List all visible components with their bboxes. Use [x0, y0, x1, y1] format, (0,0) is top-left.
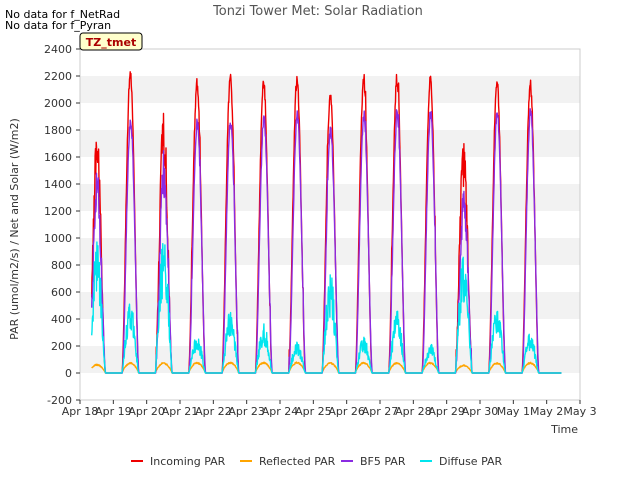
grid-band	[80, 238, 580, 265]
y-tick-label: 2000	[44, 97, 72, 110]
x-axis-label: Time	[550, 423, 578, 436]
grid-bands	[80, 76, 580, 373]
y-tick-label: 1400	[44, 178, 72, 191]
y-tick-label: -200	[47, 394, 72, 407]
x-tick-label: Apr 20	[128, 405, 165, 418]
y-tick-label: 200	[51, 340, 72, 353]
tz-tmet-badge: TZ_tmet	[79, 32, 143, 51]
y-axis-label: PAR (umol/m2/s) / Net and Solar (W/m2)	[8, 118, 21, 340]
x-tick-label: Apr 28	[395, 405, 432, 418]
legend-label: Reflected PAR	[259, 455, 336, 468]
y-tick-label: 0	[65, 367, 72, 380]
x-tick-label: Apr 27	[362, 405, 399, 418]
x-tick-label: May 2	[530, 405, 563, 418]
x-tick-label: Apr 19	[95, 405, 132, 418]
y-tick-label: 600	[51, 286, 72, 299]
x-tick-label: May 1	[497, 405, 530, 418]
x-tick-label: Apr 22	[195, 405, 232, 418]
y-axis: -200 0 200 400 600 800 1000 1200 1400 1600 1800 200…	[44, 43, 80, 407]
x-tick-label: Apr 30	[462, 405, 499, 418]
chart-title: Tonzi Tower Met: Solar Radiation	[212, 4, 423, 19]
x-tick-label: Apr 25	[295, 405, 332, 418]
y-tick-label: 400	[51, 313, 72, 326]
legend-label: BF5 PAR	[360, 455, 406, 468]
series-line-diffuse-par	[91, 241, 562, 374]
legend-label: Diffuse PAR	[439, 455, 503, 468]
legend-label: Incoming PAR	[150, 455, 226, 468]
x-tick-label: Apr 18	[62, 405, 99, 418]
y-tick-label: 800	[51, 259, 72, 272]
y-tick-label: 1000	[44, 232, 72, 245]
y-tick-label: 1800	[44, 124, 72, 137]
legend: Incoming PAR Reflected PAR BF5 PAR Diffuse …	[131, 455, 503, 468]
grid-band	[80, 184, 580, 211]
badge-box	[79, 32, 143, 51]
no-data-pyran-note: No data for f_Pyran	[5, 19, 112, 32]
no-data-netrad-note: No data for f_NetRad	[5, 8, 121, 21]
plot-frame	[79, 48, 581, 401]
grid-band	[80, 346, 580, 373]
x-tick-label: Apr 29	[428, 405, 465, 418]
series-layer	[91, 71, 562, 374]
x-tick-label: Apr 21	[162, 405, 199, 418]
x-tick-label: May 3	[563, 405, 596, 418]
y-tick-label: 1200	[44, 205, 72, 218]
x-tick-label: Apr 23	[228, 405, 265, 418]
x-tick-label: Apr 26	[328, 405, 365, 418]
y-tick-label: 2400	[44, 43, 72, 56]
badge-label: TZ_tmet	[86, 36, 136, 49]
x-tick-label: Apr 24	[262, 405, 299, 418]
y-tick-label: 2200	[44, 70, 72, 83]
y-tick-label: 1600	[44, 151, 72, 164]
